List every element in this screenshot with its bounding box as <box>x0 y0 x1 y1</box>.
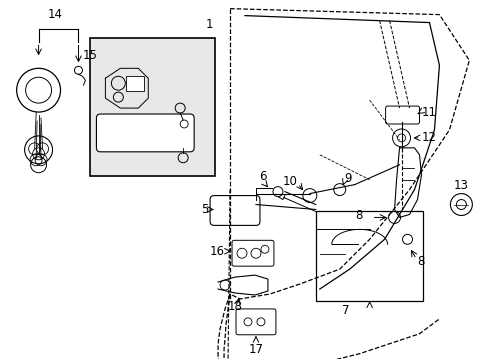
Text: 18: 18 <box>227 301 243 314</box>
Bar <box>126 76 144 91</box>
Text: 8: 8 <box>417 255 424 268</box>
Text: 7: 7 <box>341 304 349 317</box>
Text: 13: 13 <box>453 179 468 192</box>
FancyBboxPatch shape <box>236 309 275 335</box>
FancyBboxPatch shape <box>96 114 194 152</box>
Text: 5: 5 <box>200 203 208 216</box>
Bar <box>90 39 215 176</box>
Text: 12: 12 <box>421 131 436 144</box>
Text: 16: 16 <box>210 245 224 258</box>
FancyBboxPatch shape <box>385 106 419 124</box>
Text: 15: 15 <box>82 49 97 62</box>
Text: 6: 6 <box>259 170 266 183</box>
Text: 17: 17 <box>248 343 263 356</box>
Bar <box>315 211 423 301</box>
Text: 14: 14 <box>48 8 63 21</box>
Text: 9: 9 <box>344 172 351 185</box>
Text: 8: 8 <box>355 209 362 222</box>
FancyBboxPatch shape <box>210 195 260 225</box>
Text: 1: 1 <box>205 18 213 31</box>
Text: 10: 10 <box>283 175 297 188</box>
Text: 11: 11 <box>421 105 436 118</box>
FancyBboxPatch shape <box>232 240 273 266</box>
